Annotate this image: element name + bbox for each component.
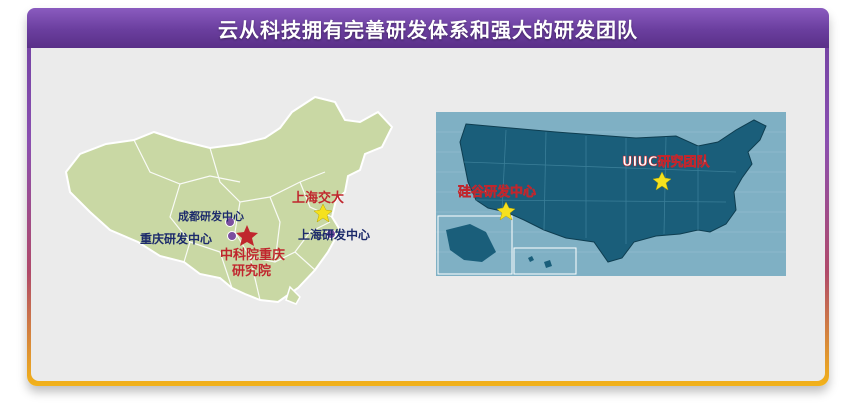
usa-landmass: [459, 119, 767, 263]
chongqing-marker: [227, 231, 237, 241]
chongqing-label: 重庆研发中心: [140, 231, 212, 246]
sjtu-label: 上海交大: [292, 190, 344, 206]
chengdu-label: 成都研发中心: [178, 209, 244, 223]
sjtu-star-icon: [313, 203, 333, 223]
silicon-valley-label: 硅谷研发中心: [458, 184, 536, 200]
shanghai-marker: [326, 229, 336, 239]
uiuc-star-icon: [652, 171, 672, 191]
cas-label-line1: 中科院重庆: [220, 247, 285, 263]
hawaii-landmass: [528, 256, 552, 268]
title-bar: 云从科技拥有完善研发体系和强大的研发团队: [27, 8, 829, 48]
usa-map: 硅谷研发中心 UIUC研究团队: [436, 112, 786, 276]
cas-label-line2: 研究院: [232, 263, 271, 279]
silicon-valley-star-icon: [496, 201, 516, 221]
uiuc-label: UIUC研究团队: [622, 154, 710, 170]
cas-star-icon: [236, 225, 258, 246]
alaska-landmass: [446, 224, 496, 262]
state-borders: [463, 129, 737, 244]
shanghai-label: 上海研发中心: [298, 227, 370, 242]
chengdu-marker: [225, 217, 235, 227]
page-title: 云从科技拥有完善研发体系和强大的研发团队: [218, 17, 638, 42]
china-map: 成都研发中心 重庆研发中心 中科院重庆 研究院 上海交大 上海研发中心: [64, 95, 394, 305]
